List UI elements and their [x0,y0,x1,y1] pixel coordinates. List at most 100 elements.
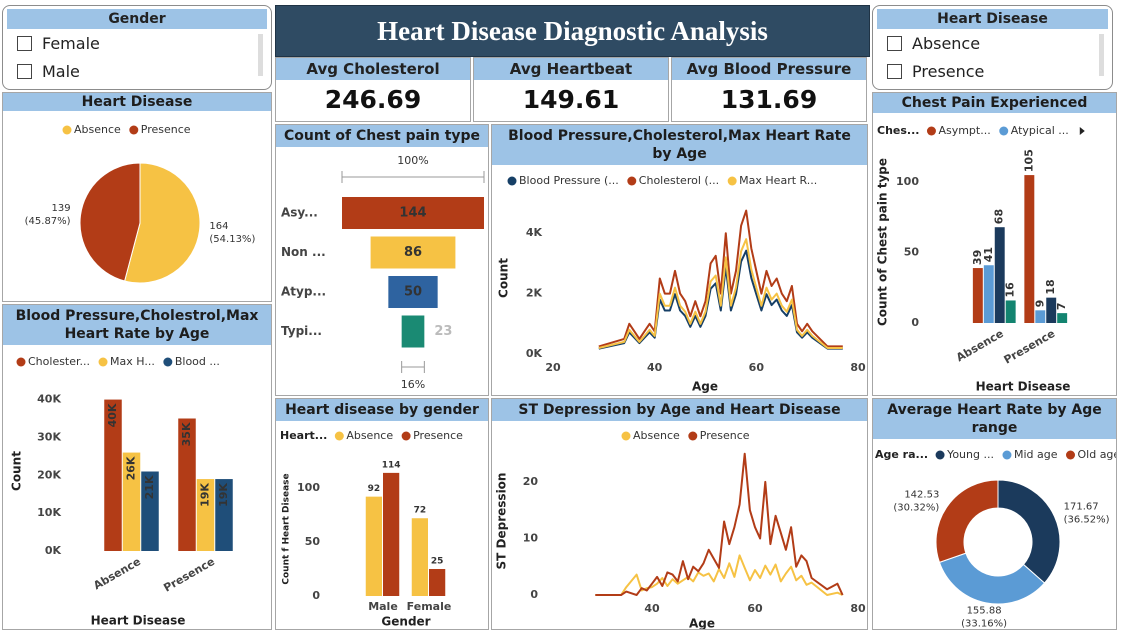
data-label: 25 [431,557,444,567]
bar [1035,310,1046,323]
kpi-card: Avg Blood Pressure 131.69 [671,57,867,122]
x-axis-title: Age [689,617,715,630]
data-label: 21K [143,475,156,499]
chart-title: Chest Pain Experienced [873,93,1116,113]
slicer-title: Gender [7,9,267,29]
x-tick-label: Male [368,600,398,613]
kpi-value: 149.61 [522,85,620,114]
legend-marker [62,125,72,135]
chart-panel: Count of Chest pain type 100% Asy... 144 Non… [275,124,489,396]
legend-label: Max Heart R... [739,174,817,187]
y-tick-label: 50 [305,535,321,548]
line [595,452,844,596]
data-label: (54.13%) [209,234,255,245]
legend-label: Absence [346,429,393,442]
data-label: 7 [1055,302,1068,310]
funnel-top-label: 100% [397,154,428,167]
line [598,238,843,349]
data-label: 155.88 [967,606,1002,617]
data-label: 19K [217,483,230,507]
legend-marker [129,125,139,135]
y-tick-label: 30K [37,430,61,443]
chart-panel: Blood Pressure,Cholestrol,Max Heart Rate… [2,304,272,630]
option-label: Presence [912,61,985,81]
bar [365,496,382,596]
data-label: 86 [404,245,422,260]
y-tick-label: 100 [896,175,919,188]
legend-label: Max H... [110,355,155,368]
legend-marker [935,450,945,460]
bar [1024,175,1035,323]
data-label: (36.52%) [1064,514,1110,525]
funnel-category: Typi... [281,324,322,338]
slicer-option[interactable]: Absence [873,29,1112,57]
kpi-value: 246.69 [324,85,422,114]
bar [383,472,400,596]
bar [994,227,1005,323]
option-label: Absence [912,33,981,53]
chart-panel: Heart disease by gender Heart... Absence Pr… [275,398,489,630]
data-label: (30.32%) [893,502,939,513]
data-label: 16 [1004,282,1017,298]
chart-title: Heart disease by gender [276,399,488,421]
y-axis-title: ST Depression [495,473,509,570]
legend-label: Presence [700,429,750,442]
funnel-bar [342,197,484,229]
y-tick-label: 0 [911,316,919,329]
bar [1005,300,1016,323]
slicer: Heart Disease Absence Presence [872,5,1113,90]
checkbox[interactable] [17,63,32,79]
y-axis-title: Count f Heart Disease [282,473,292,584]
data-label: 144 [399,206,426,221]
data-label: 26K [125,456,138,480]
bar [983,265,994,323]
chart-panel: Blood Pressure,Cholesterol,Max Heart Rat… [491,124,868,396]
data-label: 142.53 [904,489,939,500]
slicer-option[interactable]: Male [3,57,271,85]
funnel-category: Non ... [281,245,326,259]
chart-plot: Cholester... Max H... Blood ... 0K 10K 20K 30K… [10,355,233,628]
funnel-bottom-label: 16% [401,378,425,391]
bar [141,471,159,551]
kpi-value: 131.69 [720,85,818,114]
chart-panel: Chest Pain Experienced Ches... Asympt... At… [872,92,1117,396]
x-tick-label: Presence [1002,327,1058,367]
x-tick-label: 40 [647,361,663,374]
funnel-bar [388,276,438,308]
data-label: 9 [1033,300,1046,308]
y-tick-label: 20 [523,475,539,488]
data-label: 139 [51,203,70,214]
slicer-title: Heart Disease [877,9,1108,29]
legend-marker [627,176,637,186]
legend-label: Presence [413,429,463,442]
data-label: 18 [1044,279,1057,294]
bar [178,418,196,551]
data-label: 92 [368,484,381,494]
y-tick-label: 0 [530,588,538,601]
legend-label: Blood ... [175,355,220,368]
donut-slice [997,479,1061,584]
legend-label: Absence [633,429,680,442]
checkbox[interactable] [17,35,32,51]
data-label: 50 [404,285,422,300]
legend-marker [334,431,344,441]
x-tick-label: 60 [747,602,763,615]
slicer-option[interactable]: Presence [873,57,1112,85]
x-tick-label: 60 [749,361,765,374]
funnel-category: Atyp... [281,285,326,299]
x-tick-label: Absence [91,555,143,592]
chart-title: Count of Chest pain type [276,125,488,147]
y-tick-label: 10 [523,531,539,544]
checkbox[interactable] [887,35,902,51]
legend-title: Heart... [280,429,327,442]
bar [411,518,428,596]
donut-slice [935,479,999,563]
x-tick-label: 40 [644,602,660,615]
slicer-option[interactable]: Female [3,29,271,57]
kpi-label: Avg Heartbeat [474,58,668,80]
checkbox[interactable] [887,63,902,79]
y-tick-label: 50 [904,246,920,259]
funnel-bar [401,315,425,348]
y-tick-label: 2K [526,287,543,300]
